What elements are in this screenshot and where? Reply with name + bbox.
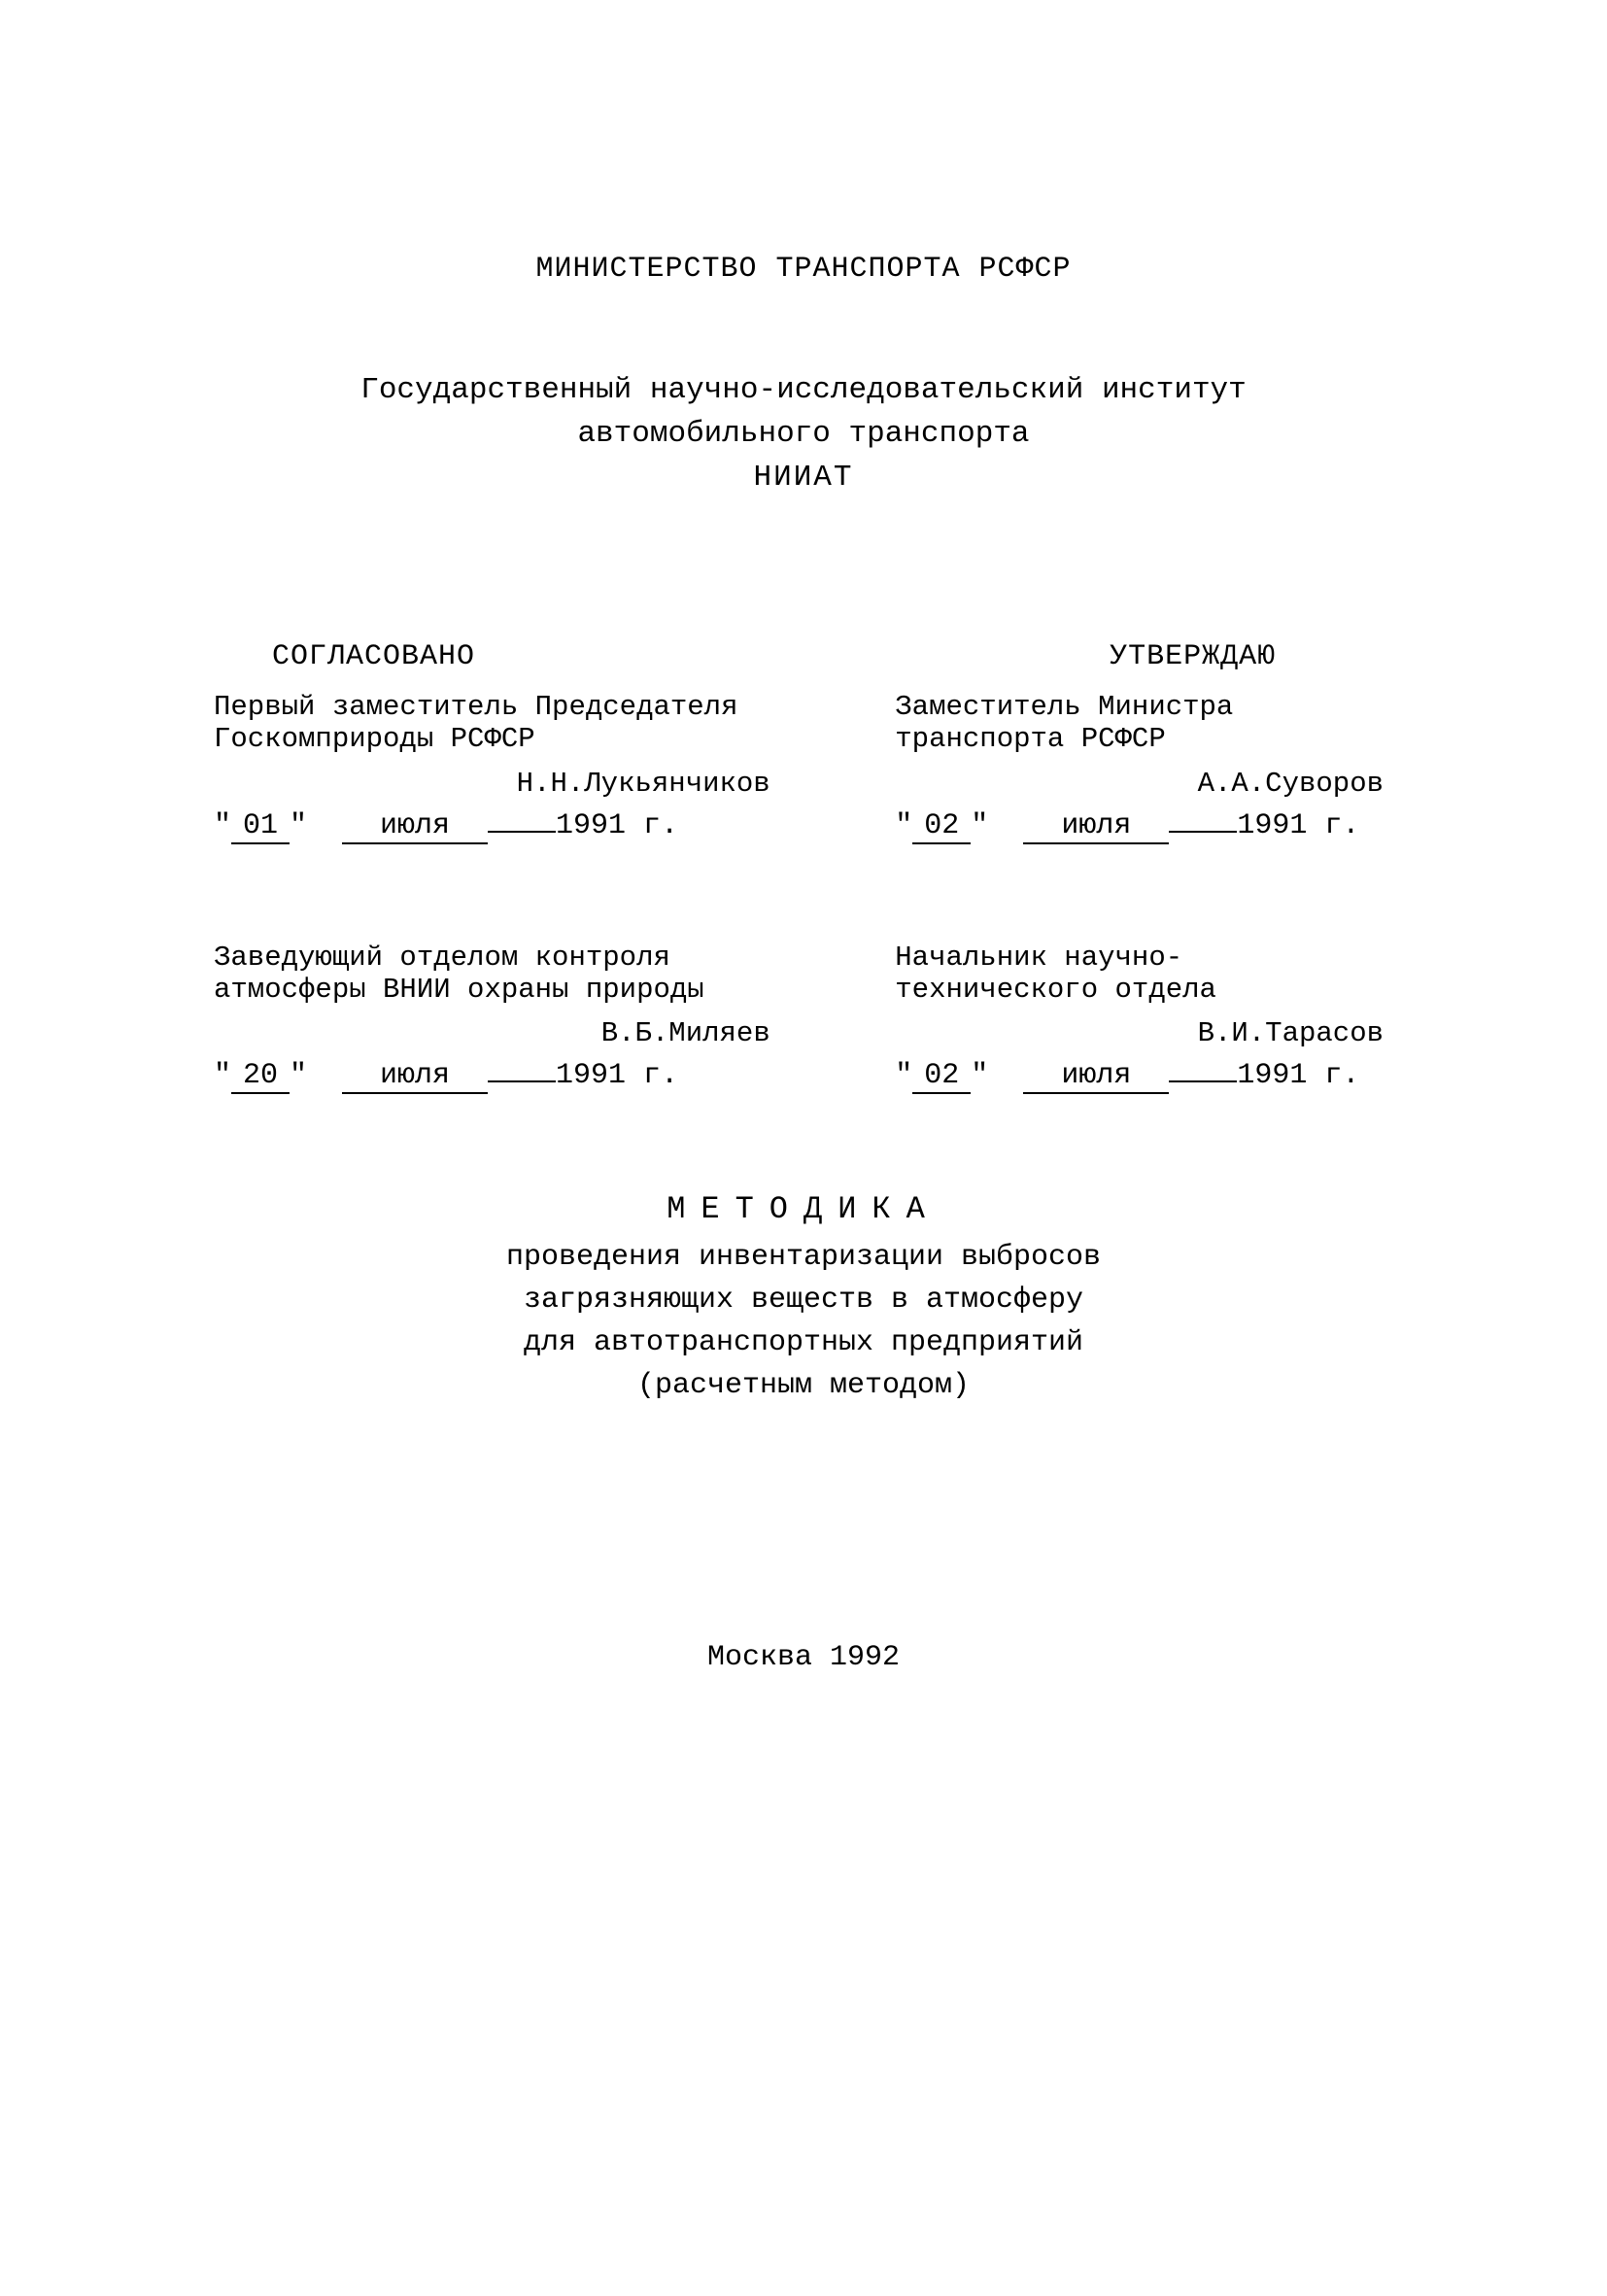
document-title-line-3: для автотранспортных предприятий xyxy=(214,1326,1393,1359)
approval-title-line-2: технического отдела xyxy=(895,974,1216,1006)
date-year: 1991 г. xyxy=(1237,809,1359,842)
institute-line-1: Государственный научно-исследовательский… xyxy=(214,373,1393,407)
quote-close: " xyxy=(290,1059,307,1092)
approval-title: Заведующий отделом контроля атмосферы ВН… xyxy=(214,942,780,1007)
approval-block-bottom-left: Заведующий отделом контроля атмосферы ВН… xyxy=(214,942,780,1095)
approval-date: "01" июля 1991 г. xyxy=(214,809,780,844)
approval-date: "20" июля 1991 г. xyxy=(214,1059,780,1094)
approval-block-top-left: СОГЛАСОВАНО Первый заместитель Председат… xyxy=(214,640,780,844)
approval-title-line-2: атмосферы ВНИИ охраны природы xyxy=(214,974,704,1006)
quote-close: " xyxy=(971,1059,988,1092)
date-gap xyxy=(1169,1080,1237,1082)
approval-block-top-right: УТВЕРЖДАЮ Заместитель Министра транспорт… xyxy=(827,640,1393,844)
ministry-name: МИНИСТЕРСТВО ТРАНСПОРТА РСФСР xyxy=(214,253,1393,286)
document-title-main: МЕТОДИКА xyxy=(214,1191,1393,1227)
quote-open: " xyxy=(895,1059,912,1092)
date-gap xyxy=(488,831,556,833)
date-day: 02 xyxy=(912,809,971,844)
approval-signer-name: В.И.Тарасов xyxy=(895,1017,1393,1049)
date-day: 01 xyxy=(231,809,290,844)
institute-line-2: автомобильного транспорта xyxy=(214,417,1393,451)
approval-date: "02" июля 1991 г. xyxy=(895,1059,1393,1094)
approval-title-line-1: Начальник научно- xyxy=(895,942,1182,974)
approval-row-bottom: Заведующий отделом контроля атмосферы ВН… xyxy=(214,942,1393,1095)
approval-signer-name: Н.Н.Лукьянчиков xyxy=(214,768,780,800)
approval-block-bottom-right: Начальник научно- технического отдела В.… xyxy=(827,942,1393,1095)
date-day: 20 xyxy=(231,1059,290,1094)
approval-signer-name: А.А.Суворов xyxy=(895,768,1393,800)
date-month: июля xyxy=(342,1059,488,1094)
quote-open: " xyxy=(895,809,912,842)
date-day: 02 xyxy=(912,1059,971,1094)
document-title-block: МЕТОДИКА проведения инвентаризации выбро… xyxy=(214,1191,1393,1402)
approval-title-line-1: Заместитель Министра xyxy=(895,691,1233,723)
approval-title-line-2: транспорта РСФСР xyxy=(895,723,1165,755)
approval-date: "02" июля 1991 г. xyxy=(895,809,1393,844)
date-month: июля xyxy=(342,809,488,844)
quote-close: " xyxy=(971,809,988,842)
approval-title: Первый заместитель Председателя Госкомпр… xyxy=(214,691,780,756)
date-year: 1991 г. xyxy=(556,1059,678,1092)
approval-signer-name: В.Б.Миляев xyxy=(214,1017,780,1049)
document-footer: Москва 1992 xyxy=(0,1641,1607,1674)
date-year: 1991 г. xyxy=(556,809,678,842)
approval-title: Заместитель Министра транспорта РСФСР xyxy=(895,691,1393,756)
approval-title-line-1: Первый заместитель Председателя xyxy=(214,691,738,723)
document-title-line-4: (расчетным методом) xyxy=(214,1369,1393,1402)
approval-title: Начальник научно- технического отдела xyxy=(895,942,1393,1007)
date-month: июля xyxy=(1023,809,1169,844)
quote-open: " xyxy=(214,809,231,842)
institute-acronym: НИИАТ xyxy=(214,461,1393,495)
quote-open: " xyxy=(214,1059,231,1092)
date-gap xyxy=(488,1080,556,1082)
document-title-line-1: проведения инвентаризации выбросов xyxy=(214,1241,1393,1274)
document-title-line-2: загрязняющих веществ в атмосферу xyxy=(214,1284,1393,1317)
date-month: июля xyxy=(1023,1059,1169,1094)
date-year: 1991 г. xyxy=(1237,1059,1359,1092)
quote-close: " xyxy=(290,809,307,842)
approval-title-line-1: Заведующий отделом контроля xyxy=(214,942,670,974)
document-header: МИНИСТЕРСТВО ТРАНСПОРТА РСФСР Государств… xyxy=(214,253,1393,495)
approval-title-line-2: Госкомприроды РСФСР xyxy=(214,723,535,755)
approval-row-top: СОГЛАСОВАНО Первый заместитель Председат… xyxy=(214,640,1393,844)
approval-heading-approved: УТВЕРЖДАЮ xyxy=(895,640,1393,673)
approval-heading-agreed: СОГЛАСОВАНО xyxy=(214,640,780,673)
date-gap xyxy=(1169,831,1237,833)
